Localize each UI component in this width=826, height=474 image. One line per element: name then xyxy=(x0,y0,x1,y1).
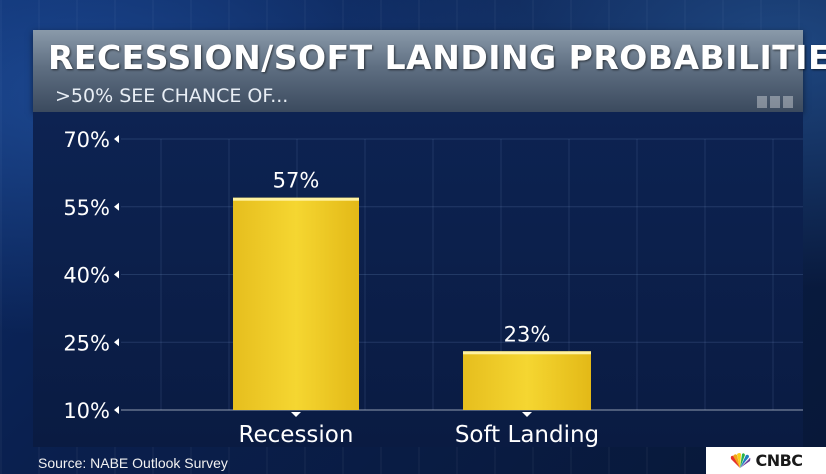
x-tick-marker xyxy=(291,412,301,417)
bar-top-highlight xyxy=(233,197,359,201)
y-tick-marker xyxy=(114,406,119,414)
bar-top-highlight xyxy=(463,351,591,355)
bar-soft-landing xyxy=(463,351,591,410)
y-tick-label: 55% xyxy=(63,196,110,220)
x-tick-label: Soft Landing xyxy=(455,422,599,447)
logo-text: CNBC xyxy=(755,451,803,470)
chart-subtitle: >50% SEE CHANCE OF... xyxy=(55,85,289,107)
decorative-bars xyxy=(757,96,793,108)
chart-panel: 10% 25% 40% 55% 70% 57% Recession 23% Soft Landi… xyxy=(33,112,803,448)
y-tick-label: 40% xyxy=(63,264,110,288)
x-tick-label: Recession xyxy=(239,422,354,447)
cnbc-logo: CNBC xyxy=(706,447,826,474)
y-tick-label: 70% xyxy=(63,128,110,152)
chart-title: RECESSION/SOFT LANDING PROBABILITIES xyxy=(48,38,826,77)
y-tick-label: 25% xyxy=(63,331,110,355)
title-bar: RECESSION/SOFT LANDING PROBABILITIES >50… xyxy=(33,30,826,112)
x-tick-marker xyxy=(522,412,532,417)
peacock-icon xyxy=(731,452,751,468)
bar-chart: 10% 25% 40% 55% 70% 57% Recession 23% Soft Landi… xyxy=(63,128,803,448)
bar-recession xyxy=(233,197,359,410)
data-label: 57% xyxy=(273,169,320,193)
source-note: Source: NABE Outlook Survey xyxy=(38,455,228,471)
y-tick-label: 10% xyxy=(63,399,110,423)
y-tick-marker xyxy=(114,135,119,143)
data-label: 23% xyxy=(504,322,551,346)
y-tick-marker xyxy=(114,338,119,347)
y-tick-marker xyxy=(114,270,119,279)
y-tick-marker xyxy=(114,202,119,211)
